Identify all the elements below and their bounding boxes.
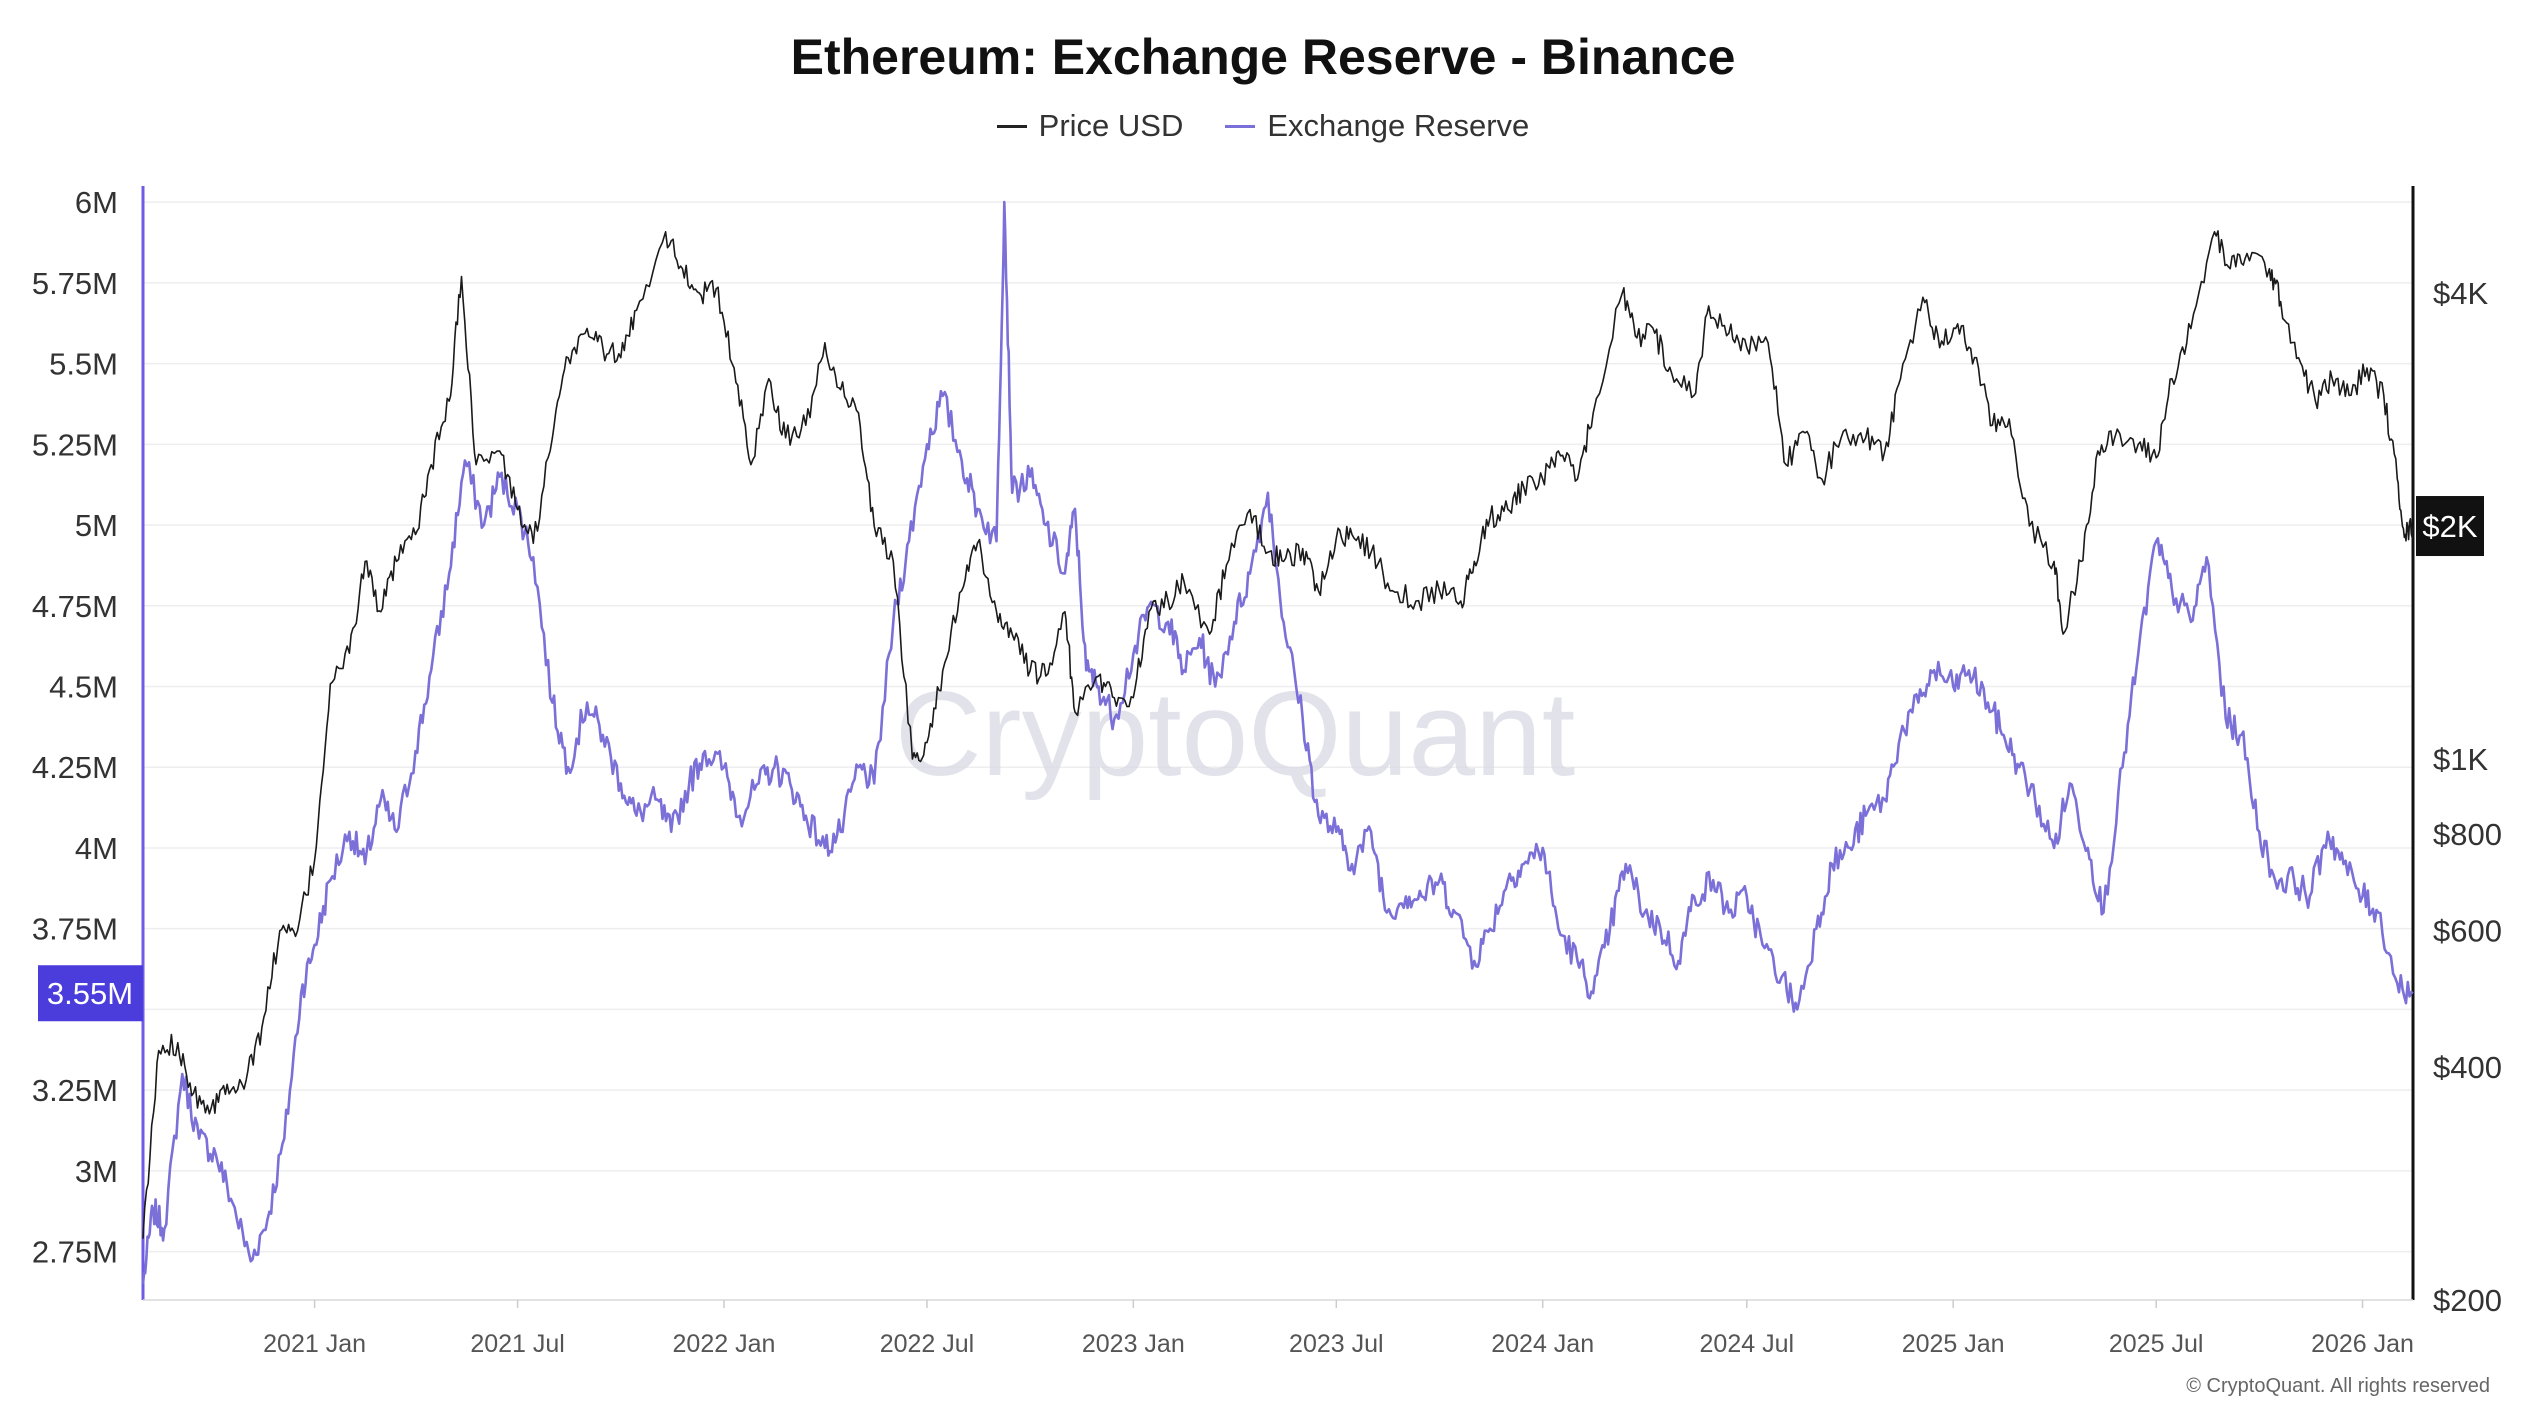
chart-title: Ethereum: Exchange Reserve - Binance xyxy=(790,29,1736,85)
left-tick-label: 3M xyxy=(75,1154,118,1189)
price-value-badge-label: $2K xyxy=(2422,509,2477,544)
legend-label-exchange-reserve: Exchange Reserve xyxy=(1267,108,1530,143)
series-price-usd-line xyxy=(142,230,2414,1239)
legend-item-price[interactable]: Price USD xyxy=(996,108,1184,144)
left-tick-label: 5M xyxy=(75,508,118,543)
left-tick-label: 4.75M xyxy=(32,589,118,624)
right-tick-label: $1K xyxy=(2433,742,2488,777)
right-tick-label: $400 xyxy=(2433,1050,2502,1085)
x-tick-label: 2025 Jan xyxy=(1902,1330,2005,1358)
x-tick-label: 2024 Jul xyxy=(1700,1330,1795,1358)
copyright-text: © CryptoQuant. All rights reserved xyxy=(2186,1375,2490,1397)
x-tick-label: 2025 Jul xyxy=(2109,1330,2204,1358)
value-badges: 3.55M $2K xyxy=(38,496,2484,1022)
legend-label-price: Price USD xyxy=(1038,108,1184,143)
right-tick-label: $200 xyxy=(2433,1283,2502,1318)
gridlines xyxy=(143,201,2413,1253)
legend-swatch-price xyxy=(996,124,1027,128)
x-tick-label: 2024 Jan xyxy=(1491,1330,1594,1358)
reserve-value-badge xyxy=(38,965,143,1022)
left-tick-label: 3.25M xyxy=(32,1073,118,1108)
right-tick-label: $4K xyxy=(2433,276,2488,311)
x-tick-label: 2021 Jan xyxy=(263,1330,366,1358)
watermark: CryptoQuant xyxy=(895,667,1575,801)
left-tick-label: 2.75M xyxy=(32,1235,118,1270)
x-tick-label: 2023 Jan xyxy=(1082,1330,1185,1358)
x-tick-label: 2026 Jan xyxy=(2311,1330,2414,1358)
left-tick-label: 4M xyxy=(75,831,118,866)
x-tick-label: 2022 Jan xyxy=(673,1330,776,1358)
left-tick-label: 5.75M xyxy=(32,266,118,301)
left-tick-label: 4.25M xyxy=(32,750,118,785)
right-tick-label: $800 xyxy=(2433,817,2502,852)
series-exchange-reserve-line xyxy=(141,200,2414,1285)
right-axis-ticks: $200 $400 $600 $800 $1K $4K xyxy=(2433,276,2502,1318)
x-axis-ticks: 2021 Jan 2021 Jul 2022 Jan 2022 Jul 2023 Jan… xyxy=(263,1300,2414,1358)
x-tick-label: 2021 Jul xyxy=(470,1330,565,1358)
x-tick-label: 2023 Jul xyxy=(1289,1330,1384,1358)
reserve-value-badge-label: 3.55M xyxy=(47,976,133,1011)
legend-swatch-exchange-reserve xyxy=(1225,124,1256,128)
left-tick-label: 6M xyxy=(75,185,118,220)
legend-item-exchange-reserve[interactable]: Exchange Reserve xyxy=(1225,108,1529,144)
left-tick-label: 3.75M xyxy=(32,912,118,947)
series-layer xyxy=(141,200,2414,1285)
x-tick-label: 2022 Jul xyxy=(880,1330,975,1358)
chart-legend: Price USD Exchange Reserve xyxy=(0,108,2526,144)
left-tick-label: 5.25M xyxy=(32,427,118,462)
right-tick-label: $600 xyxy=(2433,914,2502,949)
left-tick-label: 4.5M xyxy=(49,669,118,704)
left-axis-ticks: 2.75M3M3.25M3.5M3.75M4M4.25M4.5M4.75M5M5… xyxy=(32,185,118,1269)
left-tick-label: 5.5M xyxy=(49,347,118,382)
price-value-badge xyxy=(2416,496,2484,557)
